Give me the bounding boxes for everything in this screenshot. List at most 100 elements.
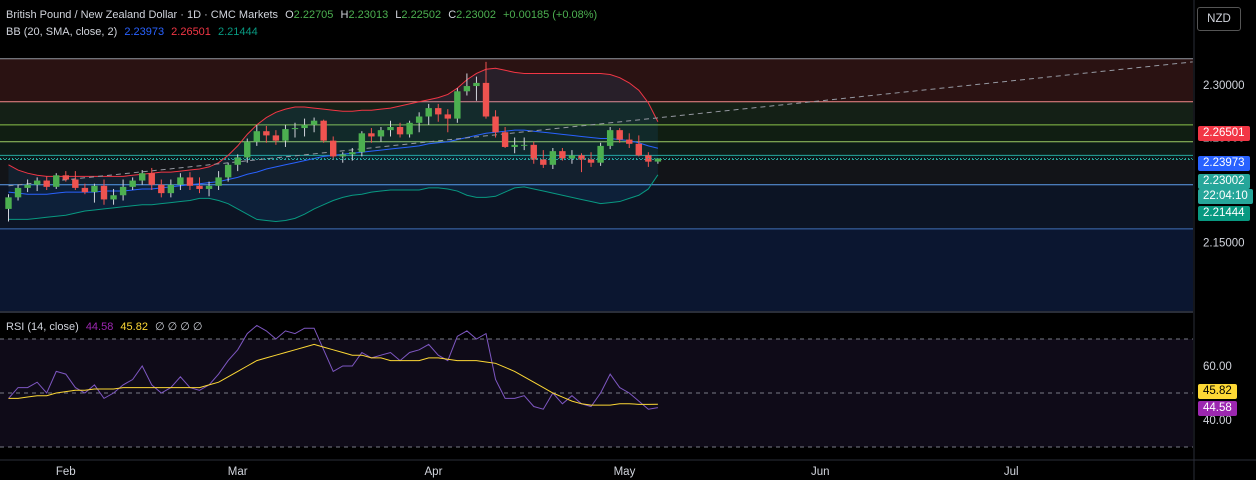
- candle-body: [62, 175, 69, 180]
- ohlc-open-label: O: [285, 9, 294, 21]
- candle-body: [377, 130, 385, 137]
- candle-body: [301, 124, 308, 129]
- candle-body: [587, 159, 595, 163]
- candle-body: [5, 197, 12, 209]
- candle-body: [358, 133, 366, 153]
- countdown-tag: 22:04:10: [1198, 189, 1253, 204]
- candle-body: [81, 187, 89, 193]
- candle-body: [272, 135, 280, 141]
- candle-body: [425, 108, 432, 117]
- rsi-tick-label: 40.00: [1203, 415, 1232, 427]
- currency-button[interactable]: NZD: [1197, 7, 1241, 31]
- candle-body: [454, 91, 461, 119]
- bb-upper-line: [8, 67, 659, 177]
- candle-body: [616, 130, 623, 140]
- bb-legend-basis: 2.23973: [124, 26, 165, 38]
- candle-body: [521, 144, 528, 146]
- bb-lower-line: [8, 174, 659, 223]
- candle-body: [282, 129, 289, 141]
- upper-band-tag: 2.26501: [1198, 126, 1250, 141]
- candle-body: [148, 173, 155, 185]
- candle-body: [511, 144, 518, 147]
- candle-body: [139, 173, 146, 181]
- rsi-value-tag: 44.58: [1198, 401, 1237, 416]
- ohlc-open: 2.22705: [293, 9, 334, 21]
- last-price-tag: 2.23002: [1198, 174, 1250, 189]
- time-tick-label: Apr: [425, 466, 443, 478]
- candle-body: [310, 120, 318, 125]
- price-zone-band: [0, 141, 1193, 156]
- ohlc-low-label: L: [395, 9, 402, 21]
- candle-body: [387, 127, 394, 131]
- bb-legend[interactable]: BB (20, SMA, close, 2) 2.23973 2.26501 2…: [6, 26, 262, 38]
- candle-body: [540, 159, 547, 165]
- candle-body: [415, 116, 423, 123]
- time-tick-label: Jul: [1004, 466, 1019, 478]
- price-zone-band: [0, 58, 1193, 102]
- candle-body: [43, 180, 50, 187]
- rsi-ma-tag: 45.82: [1198, 384, 1237, 399]
- candle-body: [253, 131, 260, 142]
- candle-body: [91, 185, 98, 193]
- pane-separator: [0, 311, 1256, 313]
- symbol-title: British Pound / New Zealand Dollar · 1D …: [6, 9, 279, 21]
- candle-body: [654, 158, 662, 162]
- bb-legend-name: BB (20, SMA, close, 2): [6, 26, 118, 38]
- candle-body: [177, 177, 184, 185]
- ohlc-high: 2.23013: [348, 9, 389, 21]
- candle-body: [435, 108, 442, 115]
- candle-body: [129, 180, 136, 187]
- ohlc-close-label: C: [448, 9, 457, 21]
- candle-body: [492, 116, 499, 133]
- rsi-legend-value: 44.58: [85, 321, 114, 333]
- candle-body: [110, 195, 117, 200]
- candle-body: [635, 143, 642, 156]
- price-axis-background: [1193, 0, 1256, 480]
- rsi-legend[interactable]: RSI (14, close) 44.58 45.82 ∅ ∅ ∅ ∅: [6, 320, 207, 333]
- price-zone-band: [0, 228, 1193, 311]
- price-tick-label: 2.15000: [1203, 238, 1245, 250]
- price-zone-band: [0, 159, 1193, 185]
- rsi-legend-rest: ∅ ∅ ∅ ∅: [155, 321, 203, 333]
- candle-body: [205, 185, 213, 189]
- price-tick-label: 2.30000: [1203, 80, 1245, 92]
- candle-body: [473, 82, 480, 87]
- candle-body: [196, 185, 203, 189]
- basis-tag: 2.23973: [1198, 156, 1250, 171]
- time-tick-label: Feb: [56, 466, 76, 478]
- trend-line: [8, 61, 1193, 187]
- ohlc-high-label: H: [340, 9, 349, 21]
- candle-body: [559, 151, 566, 159]
- rsi-tick-label: 60.00: [1203, 361, 1232, 373]
- candle-body: [330, 140, 337, 157]
- candle-body: [406, 122, 413, 135]
- candle-body: [244, 141, 251, 158]
- rsi-legend-ma: 45.82: [120, 321, 148, 333]
- time-tick-label: Mar: [228, 466, 248, 478]
- candle-body: [320, 120, 327, 141]
- candle-body: [186, 177, 194, 186]
- price-zone-band: [0, 184, 1193, 229]
- candle-body: [501, 132, 509, 147]
- candle-body: [215, 177, 222, 186]
- candle-body: [530, 144, 537, 160]
- candle-body: [33, 180, 41, 185]
- rsi-line: [8, 324, 658, 410]
- candle-body: [100, 185, 108, 200]
- candle-body: [291, 128, 299, 130]
- bb-legend-upper: 2.26501: [171, 26, 211, 38]
- candle-body: [72, 179, 79, 188]
- candle-body: [578, 155, 585, 160]
- candle-body: [349, 152, 356, 155]
- rsi-ma-line: [8, 343, 658, 406]
- candle-body: [568, 155, 576, 159]
- candle-body: [396, 127, 404, 135]
- ohlc-low: 2.22502: [401, 9, 442, 21]
- candle-body: [263, 131, 270, 136]
- candle-body: [463, 86, 471, 92]
- lower-band-tag: 2.21444: [1198, 206, 1250, 221]
- candle-body: [482, 82, 490, 117]
- candle-body: [339, 154, 346, 157]
- candle-body: [368, 133, 375, 137]
